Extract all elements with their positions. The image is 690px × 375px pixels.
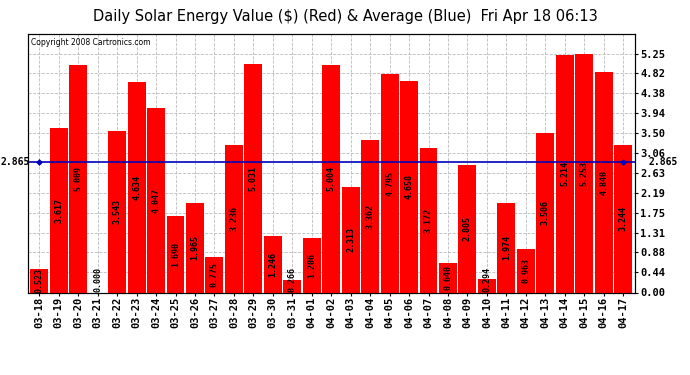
Text: 0.963: 0.963 (522, 258, 531, 283)
Bar (284, 280, 302, 292)
Bar (497, 203, 515, 292)
Bar (536, 133, 554, 292)
Bar (439, 263, 457, 292)
Bar (478, 279, 496, 292)
Text: 3.543: 3.543 (112, 200, 121, 225)
Bar (420, 148, 437, 292)
Text: 1.206: 1.206 (307, 253, 316, 278)
Bar (206, 257, 224, 292)
Text: 5.031: 5.031 (249, 166, 258, 190)
Text: 4.658: 4.658 (404, 174, 413, 199)
Text: 0.000: 0.000 (93, 267, 102, 292)
Text: Copyright 2008 Cartronics.com: Copyright 2008 Cartronics.com (30, 38, 150, 46)
Text: 3.362: 3.362 (366, 204, 375, 228)
Text: 4.634: 4.634 (132, 175, 141, 200)
Text: 0.523: 0.523 (34, 268, 43, 293)
Bar (458, 165, 476, 292)
Bar (264, 236, 282, 292)
Bar (147, 108, 165, 292)
Bar (381, 75, 399, 292)
Bar (166, 216, 184, 292)
Text: 1.974: 1.974 (502, 235, 511, 260)
Text: 5.253: 5.253 (580, 160, 589, 186)
Bar (517, 249, 535, 292)
Text: 1.690: 1.690 (171, 242, 180, 267)
Bar (575, 54, 593, 292)
Bar (614, 145, 632, 292)
Bar (322, 65, 340, 292)
Bar (303, 238, 321, 292)
Bar (595, 72, 613, 292)
Text: 5.004: 5.004 (326, 166, 336, 191)
Text: 0.266: 0.266 (288, 267, 297, 292)
Text: 4.840: 4.840 (599, 170, 608, 195)
Text: 3.617: 3.617 (55, 198, 63, 223)
Text: 3.236: 3.236 (229, 206, 238, 231)
Text: 1.246: 1.246 (268, 252, 277, 277)
Bar (30, 269, 48, 292)
Bar (244, 64, 262, 292)
Text: 5.214: 5.214 (560, 162, 569, 186)
Text: 3.244: 3.244 (619, 206, 628, 231)
Text: 0.775: 0.775 (210, 262, 219, 287)
Text: 2.865: 2.865 (649, 157, 678, 167)
Text: 3.172: 3.172 (424, 208, 433, 233)
Text: 4.047: 4.047 (152, 188, 161, 213)
Bar (128, 82, 146, 292)
Text: 0.640: 0.640 (444, 266, 453, 291)
Bar (361, 140, 379, 292)
Text: 1.965: 1.965 (190, 236, 199, 260)
Bar (69, 65, 87, 292)
Text: 2.313: 2.313 (346, 227, 355, 252)
Bar (555, 56, 573, 292)
Text: Daily Solar Energy Value ($) (Red) & Average (Blue)  Fri Apr 18 06:13: Daily Solar Energy Value ($) (Red) & Ave… (92, 9, 598, 24)
Text: 2.805: 2.805 (463, 216, 472, 241)
Text: 2.865: 2.865 (0, 157, 30, 167)
Text: 3.506: 3.506 (541, 200, 550, 225)
Bar (342, 188, 359, 292)
Bar (400, 81, 418, 292)
Bar (108, 131, 126, 292)
Bar (186, 203, 204, 292)
Bar (225, 146, 243, 292)
Bar (50, 128, 68, 292)
Text: 4.795: 4.795 (385, 171, 394, 196)
Text: 0.294: 0.294 (482, 267, 491, 292)
Text: 5.009: 5.009 (74, 166, 83, 191)
